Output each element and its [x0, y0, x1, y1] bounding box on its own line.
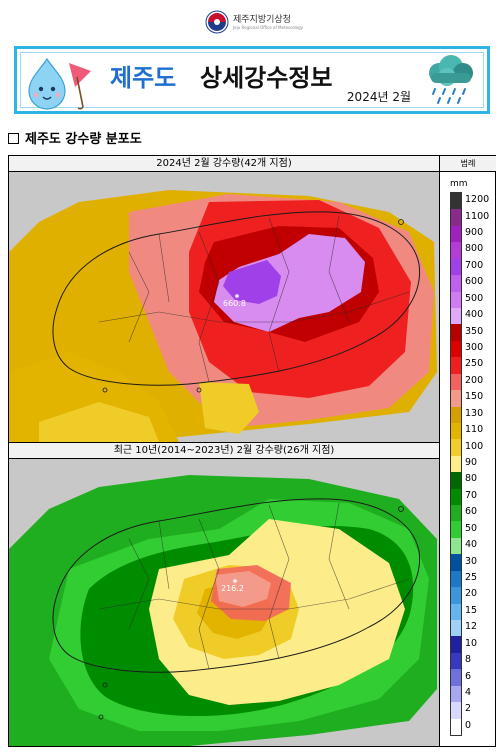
- legend-swatch: [451, 291, 461, 309]
- rain-cloud-icon: [429, 55, 473, 104]
- legend-label: 100: [465, 440, 484, 452]
- legend-label: 90: [465, 457, 478, 468]
- map-2: 216.2: [9, 459, 439, 746]
- legend-swatch: [451, 225, 461, 243]
- legend-label: 60: [465, 506, 478, 518]
- legend-label: 80: [465, 473, 478, 485]
- legend-label: 15: [465, 604, 478, 616]
- legend-label: 25: [465, 571, 478, 583]
- legend-label: 900: [465, 227, 484, 239]
- max-point-marker: [233, 579, 237, 583]
- legend-swatch: [451, 307, 461, 325]
- legend-swatch: [451, 718, 461, 736]
- legend-label: 150: [465, 391, 484, 403]
- legend-label: 10: [465, 637, 478, 649]
- legend-swatch: [451, 258, 461, 276]
- map-1-max-label: 660.8: [223, 299, 246, 308]
- legend-swatch: [451, 275, 461, 293]
- legend-label: 300: [465, 342, 484, 354]
- legend-swatch: [451, 357, 461, 375]
- raindrop-mascot-icon: [28, 57, 91, 110]
- legend-swatch: [451, 209, 461, 227]
- banner-title-main: 상세강수정보: [200, 64, 333, 92]
- legend-swatch: [451, 340, 461, 358]
- legend-color-bar: [450, 192, 462, 736]
- legend-swatch: [451, 505, 461, 522]
- org-subtitle: Jeju Regional Office of Meteorology: [233, 25, 304, 30]
- legend-label: 30: [465, 555, 478, 567]
- legend-swatch: [451, 570, 461, 588]
- legend-label: 350: [465, 325, 484, 337]
- legend-swatch: [451, 554, 461, 572]
- org-name: 제주지방기상청: [233, 15, 291, 25]
- banner-date: 2024년 2월: [346, 90, 411, 104]
- legend-label: 40: [465, 539, 478, 551]
- legend-label: 700: [465, 259, 484, 271]
- legend-swatch: [451, 242, 461, 260]
- legend-swatch: [451, 488, 461, 506]
- legend-label: 1200: [465, 194, 490, 206]
- legend-swatch: [451, 636, 461, 654]
- legend-swatch: [451, 702, 461, 720]
- section-heading: 제주도 강수량 분포도: [8, 128, 142, 147]
- legend-label: 800: [465, 243, 484, 255]
- legend-swatch: [451, 390, 461, 407]
- legend-header: 범례: [440, 156, 496, 172]
- legend-label: 0: [465, 719, 472, 731]
- legend-label: 200: [465, 374, 484, 386]
- legend-swatch: [451, 587, 461, 605]
- org-header: 제주지방기상청 Jeju Regional Office of Meteorol…: [205, 8, 305, 38]
- legend-label: 1100: [465, 210, 490, 222]
- legend-label: 50: [465, 522, 478, 534]
- legend-swatch: [451, 685, 461, 703]
- legend-swatch: [451, 603, 461, 621]
- legend-unit: mm: [450, 179, 468, 189]
- legend-swatch: [451, 406, 461, 424]
- legend-swatch: [451, 669, 461, 687]
- legend-swatch: [451, 652, 461, 670]
- max-point-marker: [235, 294, 239, 298]
- title-banner: 제주도 상세강수정보 2024년 2월: [14, 46, 490, 114]
- legend-label: 8: [465, 654, 472, 666]
- legend-swatch: [451, 422, 461, 440]
- legend-label: 500: [465, 292, 484, 304]
- legend-label: 400: [465, 309, 484, 321]
- legend-swatch: [451, 620, 461, 637]
- legend-label: 2: [465, 703, 472, 715]
- legend-swatch: [451, 324, 461, 342]
- kma-logo-icon: [205, 10, 229, 34]
- section-title: 제주도 강수량 분포도: [25, 132, 142, 147]
- legend-swatch: [451, 373, 461, 391]
- legend-swatch: [451, 472, 461, 490]
- legend-label: 130: [465, 407, 484, 419]
- legend-label: 20: [465, 588, 478, 600]
- legend-swatch: [451, 193, 461, 210]
- legend-swatch: [451, 455, 461, 473]
- legend-label: 12: [465, 621, 478, 633]
- legend-swatch: [451, 521, 461, 539]
- map-2-max-label: 216.2: [221, 584, 244, 593]
- legend-label: 4: [465, 686, 472, 698]
- legend-swatch: [451, 537, 461, 555]
- legend-label: 250: [465, 358, 484, 370]
- legend-label: 110: [465, 424, 484, 436]
- banner-title-region: 제주도: [110, 64, 177, 92]
- map-1-title: 2024년 2월 강수량(42개 지점): [9, 156, 439, 172]
- checkbox-square-icon: [8, 133, 19, 144]
- legend-label: 600: [465, 276, 484, 288]
- map-1: 660.8: [9, 172, 439, 442]
- map-figure: 2024년 2월 강수량(42개 지점) 660.8 최근 10년(2014~2…: [8, 155, 496, 747]
- map-2-title: 최근 10년(2014~2023년) 2월 강수량(26개 지점): [9, 443, 439, 459]
- legend-label: 6: [465, 670, 472, 682]
- legend-label: 70: [465, 489, 478, 501]
- legend-swatch: [451, 439, 461, 457]
